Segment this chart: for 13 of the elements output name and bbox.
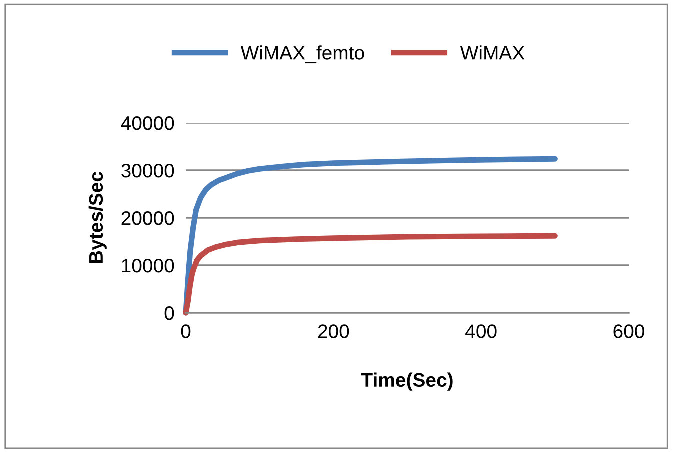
y-tick-label: 40000 [121, 116, 174, 130]
x-tick-label: 600 [614, 324, 644, 338]
x-tick-label: 400 [466, 324, 497, 338]
legend-label: WiMAX [460, 46, 525, 60]
y-tick-label: 20000 [122, 211, 174, 226]
y-tick-label: 0 [164, 306, 174, 320]
y-tick-label: 30000 [122, 164, 174, 178]
y-axis-title: Bytes/Sec [88, 172, 107, 264]
x-axis-title: Time(Sec) [361, 372, 453, 391]
x-tick-label: 0 [181, 324, 191, 338]
y-tick-label: 10000 [122, 258, 174, 273]
x-tick-label: 200 [318, 324, 350, 338]
legend-label: WiMAX_femto [240, 46, 364, 64]
